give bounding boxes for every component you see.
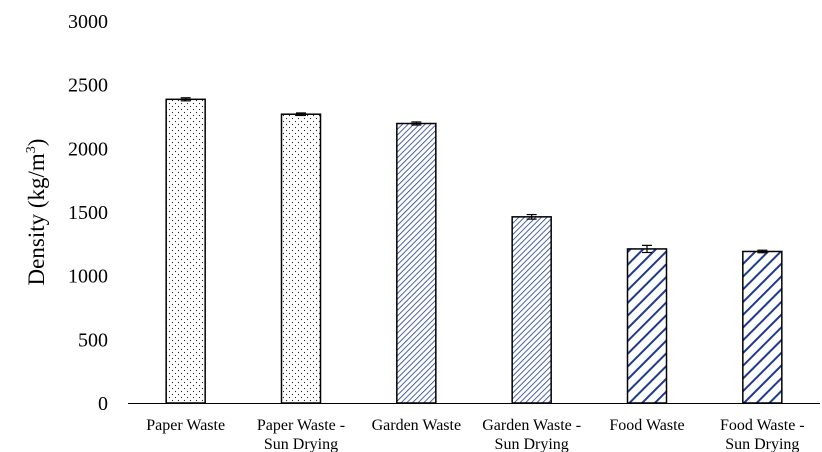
svg-text:Density (kg/m3): Density (kg/m3) [24,139,49,286]
y-tick-label: 3000 [68,11,108,33]
x-axis-labels: Paper Waste Paper Waste -Sun DryingGarden… [146,417,804,452]
x-category-label: Garden Waste [372,417,462,434]
bar [396,122,437,404]
bar [626,248,668,404]
y-tick-label: 2000 [68,138,108,160]
y-tick-label: 500 [78,329,108,351]
error-bar [526,213,537,220]
x-category-label-line: Sun Drying [725,436,799,452]
x-category-label-line: Food Waste [609,417,684,434]
x-category-label: Food Waste [609,417,684,434]
x-category-label-line: Garden Waste [372,417,462,434]
y-axis-title-suffix: ) [24,139,49,147]
x-category-label: Food Waste - Sun Drying [720,417,805,452]
x-category-label-line: Paper Waste [146,417,225,434]
x-category-label-line: Sun Drying [495,436,569,452]
bar [280,113,322,404]
y-axis-title: Density (kg/m3) [24,139,49,286]
bars [165,98,783,404]
x-category-label-line: Garden Waste - [482,417,581,434]
x-category-label: Paper Waste - Sun Drying [257,417,345,452]
x-category-label-line: Food Waste - [720,417,805,434]
error-bars [180,97,768,254]
bar [165,98,206,404]
y-tick-label: 1500 [68,202,108,224]
bar [742,250,783,404]
error-bar [757,249,768,254]
y-tick-label: 2500 [68,75,108,97]
error-bar [180,97,191,102]
error-bar [642,244,652,254]
y-tick-label: 1000 [68,266,108,288]
x-category-label-line: Paper Waste - [257,417,345,434]
x-category-label: Paper Waste [146,417,225,434]
error-bar [296,112,306,117]
y-axis-ticks: 0 500 1000 1500 2000 2500 3000 [68,11,108,415]
x-category-label-line: Sun Drying [264,436,338,452]
y-tick-label: 0 [98,393,108,415]
y-axis-title-superscript: 3 [24,146,39,153]
x-category-label: Garden Waste - Sun Drying [482,417,581,452]
y-axis-title-text: Density (kg/m [24,153,49,285]
bar [511,216,552,404]
error-bar [411,121,422,126]
